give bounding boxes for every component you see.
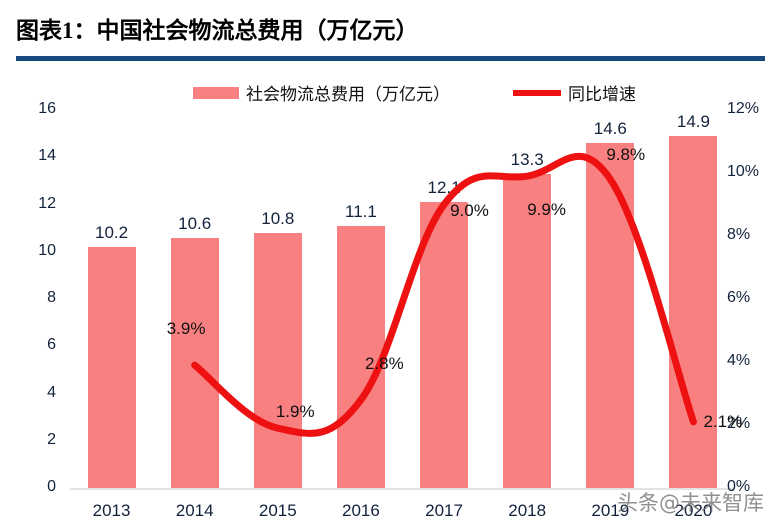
x-tick-2013: 2013 bbox=[92, 501, 131, 520]
y-tick-right: 4% bbox=[727, 352, 751, 369]
bar-series: 10.2 10.6 10.8 11.1 12.1 13.3 14.6 14.9 bbox=[0, 100, 781, 527]
bar-2019[interactable] bbox=[586, 143, 635, 488]
x-tick-2020: 2020 bbox=[674, 501, 713, 520]
figure-header: 图表1：中国社会物流总费用（万亿元） bbox=[0, 0, 781, 62]
bar-value-label: 10.8 bbox=[261, 208, 295, 228]
y-tick-right: 6% bbox=[727, 289, 751, 306]
chart-legend: 社会物流总费用（万亿元） 同比增速 bbox=[0, 80, 781, 106]
line-value-label: 1.9% bbox=[275, 402, 315, 422]
bar-2013[interactable] bbox=[87, 247, 136, 488]
bar-value-label: 10.6 bbox=[178, 213, 212, 233]
y-tick-left: 14 bbox=[38, 147, 56, 165]
x-tick-2014: 2014 bbox=[175, 501, 214, 520]
x-tick-2016: 2016 bbox=[342, 501, 380, 520]
line-series bbox=[191, 152, 697, 437]
y-tick-right: 2% bbox=[727, 415, 751, 432]
bar-2016[interactable] bbox=[336, 225, 385, 488]
legend-swatch-line-icon bbox=[513, 89, 561, 96]
legend-swatch-bar-icon bbox=[193, 86, 239, 99]
y-tick-left: 10 bbox=[38, 241, 56, 259]
line-value-label: 9.8% bbox=[606, 145, 646, 165]
legend-item-line[interactable]: 同比增速 bbox=[513, 80, 636, 105]
y-tick-right: 0% bbox=[727, 478, 751, 495]
page-title: 图表1：中国社会物流总费用（万亿元） bbox=[16, 11, 419, 45]
y-tick-left: 6 bbox=[47, 336, 56, 354]
y-tick-left: 4 bbox=[47, 383, 56, 401]
line-value-label: 2.8% bbox=[364, 353, 404, 373]
bar-value-label: 11.1 bbox=[345, 201, 377, 221]
y-tick-left: 8 bbox=[47, 289, 56, 306]
bar-2018[interactable] bbox=[503, 173, 552, 488]
legend-label-line: 同比增速 bbox=[568, 85, 636, 105]
bar-value-label: 10.2 bbox=[95, 223, 129, 243]
y-tick-right: 10% bbox=[727, 163, 760, 180]
figure-title-text: 中国社会物流总费用（万亿元） bbox=[96, 18, 419, 44]
y-tick-left: 16 bbox=[38, 100, 56, 117]
line-value-label: 3.9% bbox=[166, 319, 206, 339]
x-tick-2017: 2017 bbox=[425, 501, 463, 520]
header-divider bbox=[16, 56, 765, 61]
bar-2015[interactable] bbox=[253, 232, 302, 488]
growth-line bbox=[191, 152, 697, 437]
y-tick-right: 12% bbox=[727, 100, 760, 117]
y-tick-right: 8% bbox=[727, 226, 751, 243]
legend-item-bar[interactable]: 社会物流总费用（万亿元） bbox=[193, 80, 450, 105]
x-tick-2015: 2015 bbox=[258, 501, 297, 520]
bar-value-label: 14.6 bbox=[593, 119, 627, 139]
watermark: 头条@未来智库 bbox=[617, 491, 764, 515]
x-tick-2018: 2018 bbox=[508, 501, 547, 520]
x-tick-2019: 2019 bbox=[591, 501, 630, 520]
figure-label: 图表1： bbox=[16, 18, 97, 43]
y-tick-left: 12 bbox=[38, 194, 56, 212]
y-tick-left: 0 bbox=[47, 478, 56, 495]
line-value-label: 2.1% bbox=[703, 411, 743, 431]
line-value-label: 9.0% bbox=[450, 200, 489, 220]
legend-label-bar: 社会物流总费用（万亿元） bbox=[246, 85, 450, 105]
bar-value-label: 13.3 bbox=[510, 149, 544, 169]
bar-value-label: 14.9 bbox=[676, 111, 710, 131]
line-value-label: 9.9% bbox=[527, 200, 566, 220]
bar-2020[interactable] bbox=[669, 135, 718, 488]
plot-area: 0 2 4 6 8 10 12 14 16 0% 2% 4% 6% 8% 10% 12% 10.2 10.6 1… bbox=[0, 100, 781, 527]
bar-2017[interactable] bbox=[420, 202, 469, 488]
y-tick-left: 2 bbox=[47, 430, 56, 448]
axis-baseline bbox=[70, 488, 735, 490]
